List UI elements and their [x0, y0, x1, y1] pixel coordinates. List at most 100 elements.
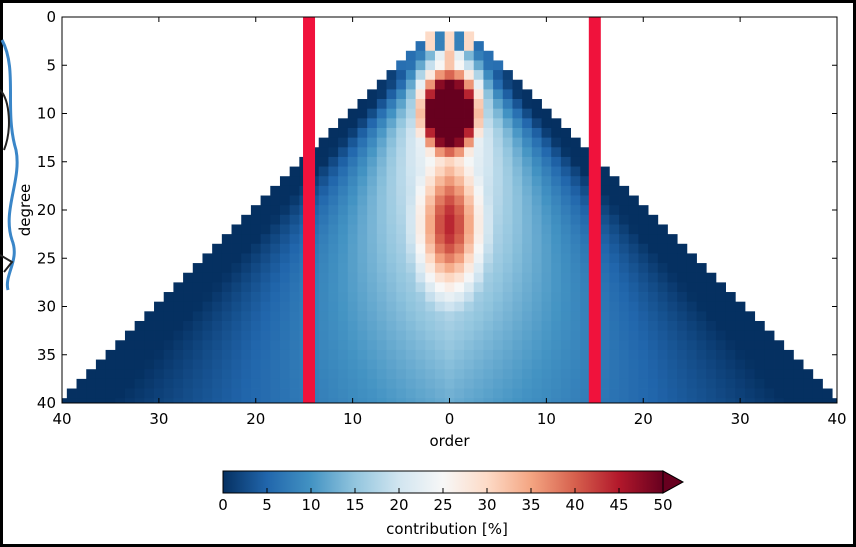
- heatmap-cell: [560, 301, 571, 312]
- heatmap-cell: [657, 243, 668, 254]
- heatmap-cell: [386, 359, 397, 370]
- heatmap-cell: [502, 89, 513, 100]
- heatmap-cell: [318, 253, 329, 264]
- heatmap-cell: [560, 369, 571, 380]
- heatmap-cell: [202, 253, 213, 264]
- heatmap-cell: [570, 263, 581, 274]
- heatmap-cell: [405, 359, 416, 370]
- heatmap-cell: [386, 311, 397, 322]
- heatmap-cell: [628, 243, 639, 254]
- heatmap-cell: [531, 127, 542, 139]
- heatmap-cell: [715, 301, 726, 312]
- heatmap-cell: [241, 214, 252, 225]
- heatmap-cell: [531, 214, 542, 225]
- heatmap-cell: [715, 330, 726, 341]
- heatmap-cell: [502, 282, 513, 293]
- heatmap-cell: [270, 311, 281, 322]
- heatmap-cell: [667, 378, 678, 389]
- heatmap-cell: [192, 320, 203, 332]
- heatmap-cell: [551, 349, 562, 360]
- heatmap-cell: [415, 311, 426, 322]
- heatmap-cell: [744, 378, 756, 389]
- heatmap-cell: [212, 359, 223, 370]
- heatmap-cell: [434, 147, 446, 158]
- heatmap-cell: [163, 378, 174, 389]
- heatmap-cell: [493, 60, 504, 71]
- heatmap-cell: [638, 272, 649, 283]
- heatmap-cell: [357, 340, 368, 351]
- heatmap-cell: [328, 330, 339, 341]
- heatmap-cell: [493, 137, 504, 148]
- heatmap-cell: [270, 263, 281, 274]
- heatmap-cell: [638, 263, 649, 274]
- heatmap-cell: [551, 156, 562, 167]
- heatmap-cell: [464, 234, 475, 245]
- heatmap-cell: [241, 263, 252, 274]
- heatmap-cell: [609, 301, 620, 312]
- heatmap-cell: [444, 99, 455, 110]
- heatmap-cell: [357, 388, 368, 399]
- heatmap-cell: [328, 137, 339, 148]
- heatmap-cell: [570, 340, 581, 351]
- heatmap-cell: [522, 388, 533, 399]
- heatmap-cell: [415, 282, 426, 293]
- heatmap-cell: [803, 369, 814, 380]
- heatmap-cell: [434, 176, 446, 187]
- heatmap-cell: [609, 320, 620, 332]
- heatmap-cell: [318, 176, 329, 187]
- heatmap-cell: [502, 214, 513, 225]
- heatmap-cell: [628, 359, 639, 370]
- heatmap-cell: [483, 156, 494, 167]
- heatmap-cell: [609, 311, 620, 322]
- heatmap-cell: [357, 156, 368, 167]
- heatmap-cell: [454, 176, 465, 187]
- heatmap-cell: [774, 359, 785, 370]
- heatmap-cell: [154, 359, 165, 370]
- heatmap-cell: [250, 311, 261, 322]
- heatmap-cell: [415, 349, 426, 360]
- heatmap-cell: [105, 378, 116, 389]
- heatmap-cell: [328, 147, 339, 158]
- heatmap-cell: [502, 311, 513, 322]
- heatmap-cell: [483, 263, 494, 274]
- heatmap-cell: [502, 272, 513, 283]
- heatmap-cell: [464, 359, 475, 370]
- heatmap-cell: [464, 79, 475, 90]
- heatmap-cell: [347, 214, 358, 225]
- heatmap-cell: [405, 320, 416, 332]
- heatmap-cell: [570, 234, 581, 245]
- heatmap-cell: [648, 272, 659, 283]
- heatmap-cell: [367, 292, 378, 303]
- heatmap-cell: [367, 234, 378, 245]
- heatmap-cell: [347, 176, 358, 187]
- heatmap-cell: [289, 195, 300, 206]
- heatmap-cell: [250, 340, 261, 351]
- heatmap-cell: [648, 330, 659, 341]
- heatmap-cell: [551, 330, 562, 341]
- heatmap-cell: [386, 79, 397, 90]
- heatmap-cell: [483, 108, 494, 119]
- heatmap-cell: [250, 205, 261, 216]
- heatmap-cell: [560, 137, 571, 148]
- heatmap-cell: [163, 388, 174, 399]
- heatmap-cell: [415, 50, 426, 61]
- heatmap-cell: [686, 301, 697, 312]
- heatmap-cell: [241, 330, 252, 341]
- heatmap-cell: [231, 340, 242, 351]
- heatmap-cell: [338, 224, 349, 235]
- heatmap-cell: [560, 340, 571, 351]
- heatmap-cell: [212, 292, 223, 303]
- heatmap-cell: [541, 156, 552, 167]
- heatmap-cell: [522, 195, 533, 206]
- heatmap-cell: [367, 147, 378, 158]
- heatmap-cell: [444, 89, 455, 100]
- heatmap-cell: [357, 99, 368, 110]
- heatmap-cell: [580, 349, 591, 360]
- heatmap-cell: [357, 147, 368, 158]
- heatmap-cell: [144, 388, 155, 399]
- heatmap-cell: [415, 89, 426, 100]
- heatmap-cell: [648, 369, 659, 380]
- heatmap-cell: [144, 340, 155, 351]
- colorbar-tick-label: 0: [218, 496, 228, 514]
- x-tick-label: 30: [731, 410, 750, 428]
